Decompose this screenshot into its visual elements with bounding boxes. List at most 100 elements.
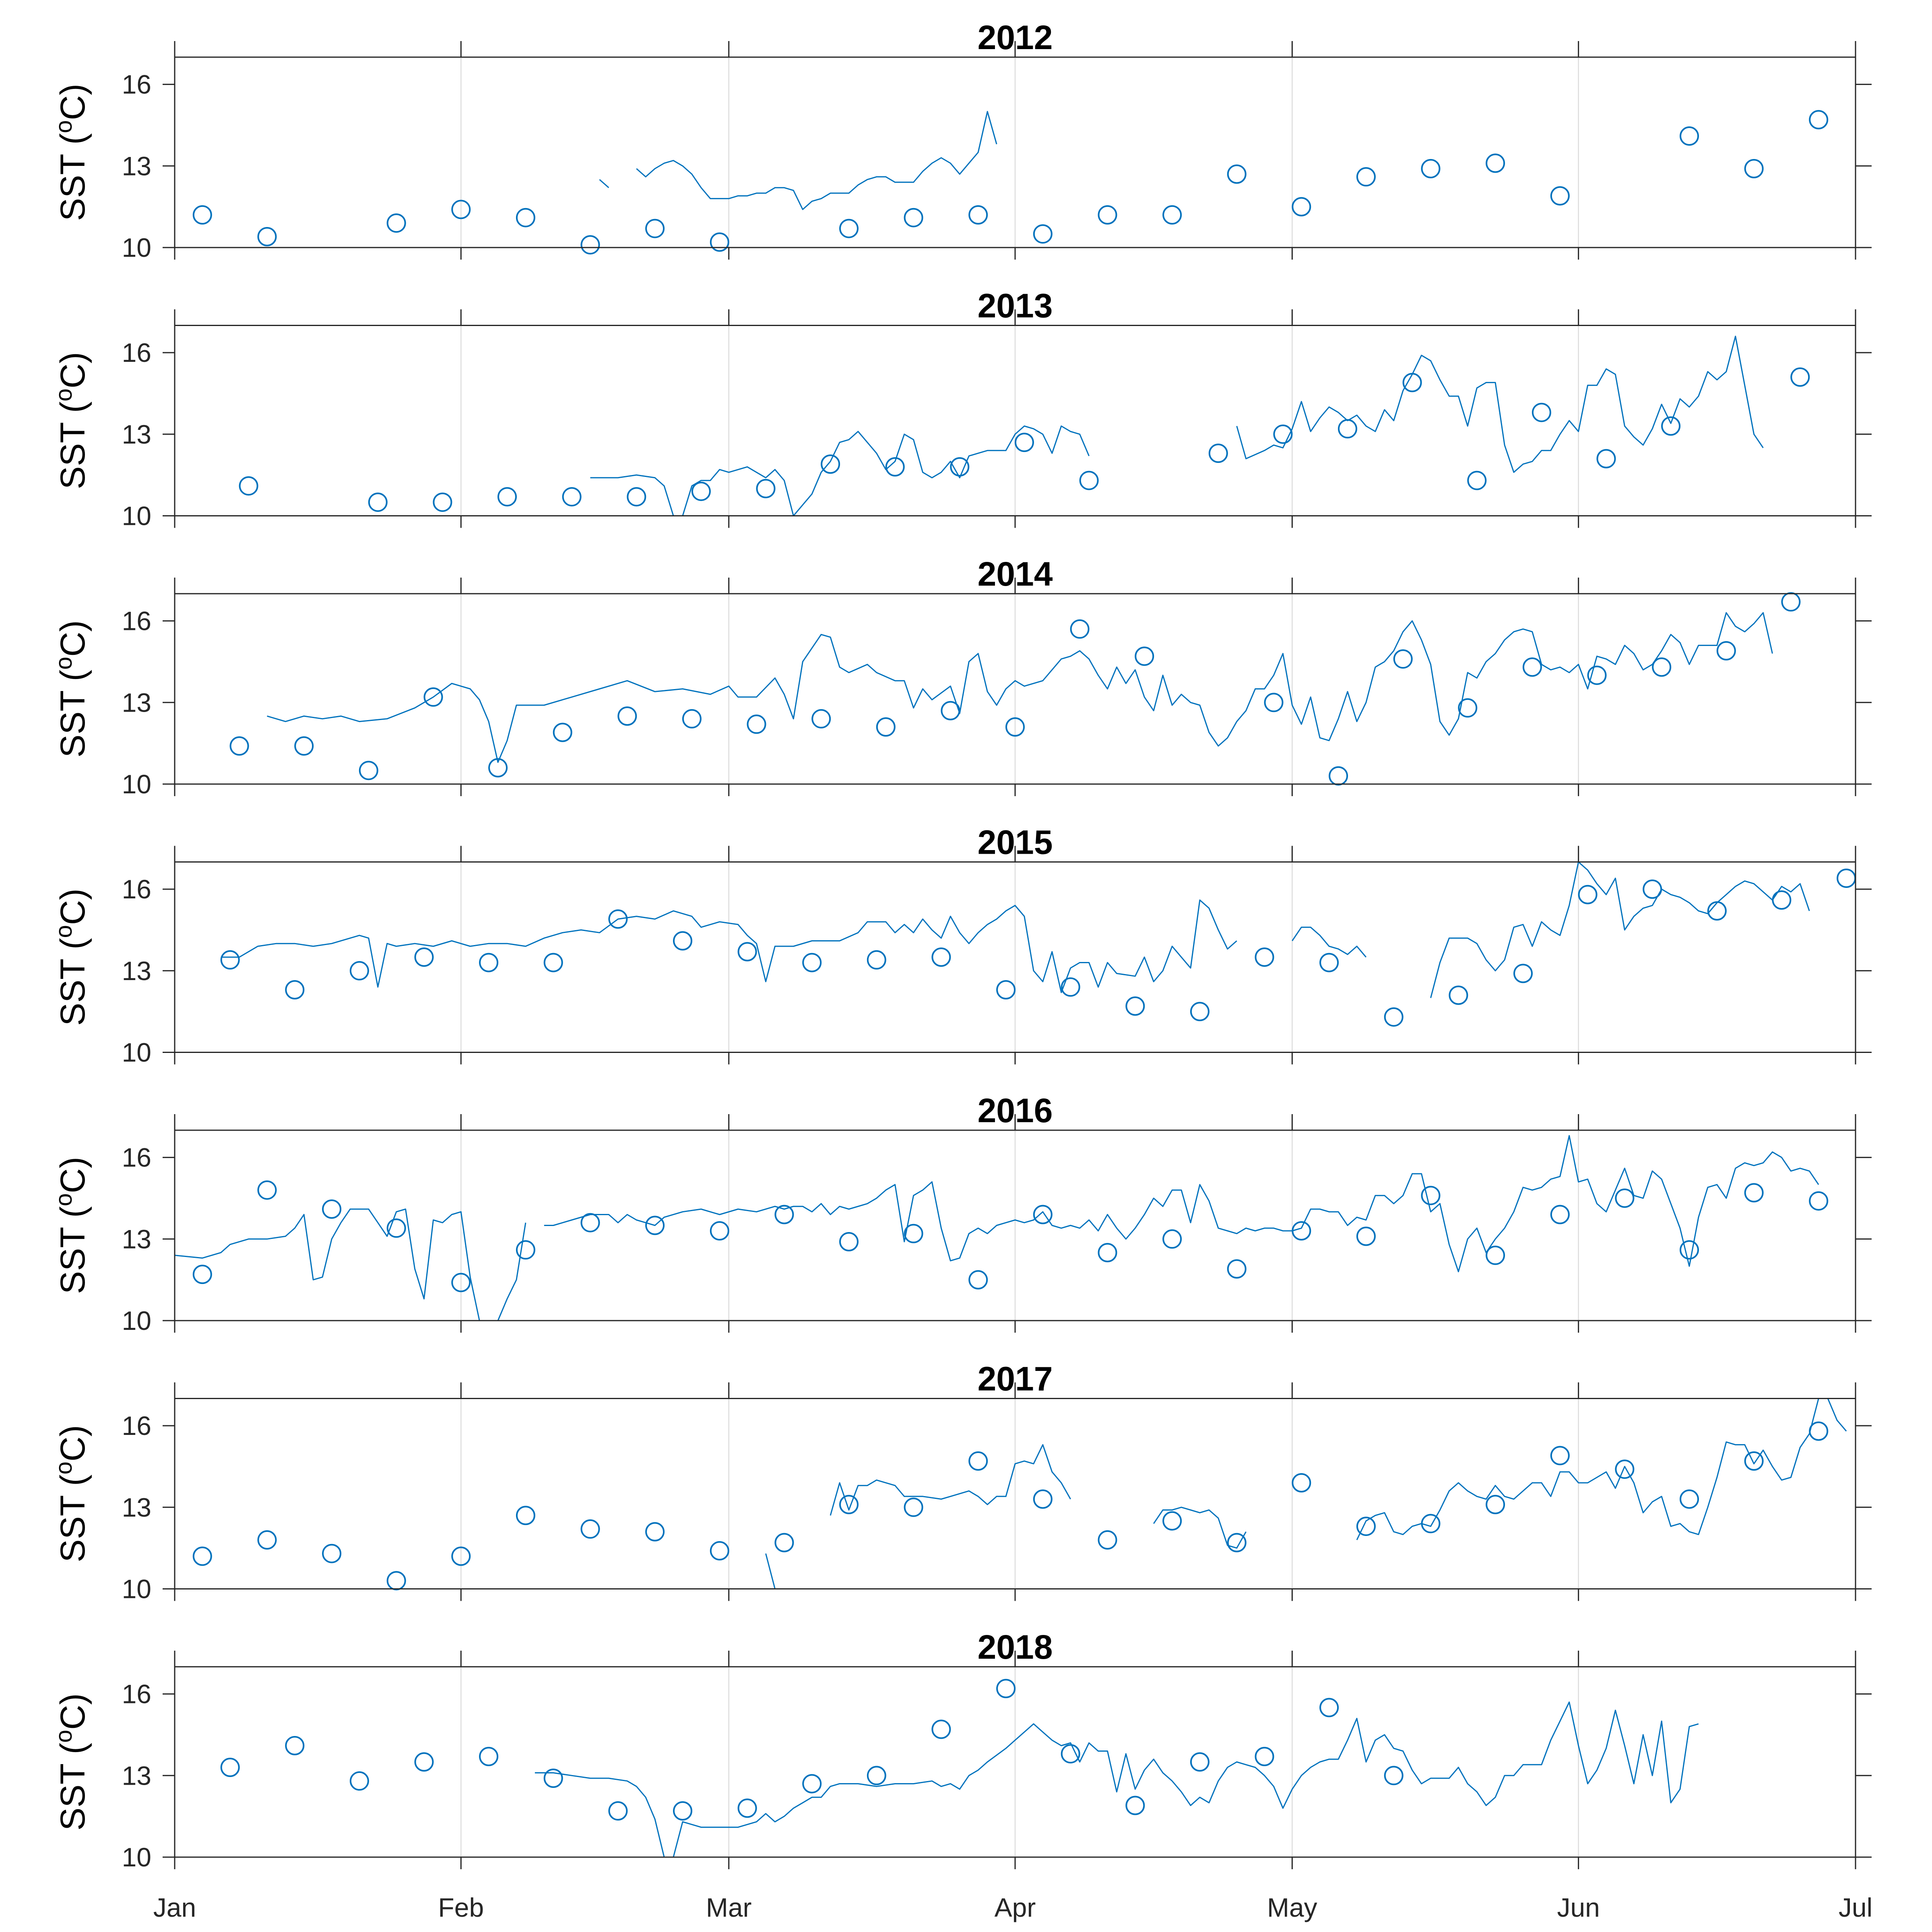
observation-marker bbox=[1319, 1698, 1339, 1717]
observation-marker bbox=[386, 1218, 406, 1238]
x-tick-label: Jul bbox=[1839, 1893, 1872, 1922]
observation-marker bbox=[192, 1546, 212, 1566]
data-layer bbox=[267, 612, 1773, 763]
observation-marker bbox=[1421, 159, 1441, 178]
sst-line bbox=[636, 111, 997, 210]
observation-marker bbox=[645, 1216, 665, 1235]
observation-marker bbox=[1522, 657, 1542, 677]
observation-marker bbox=[904, 1224, 923, 1243]
observation-marker bbox=[1643, 879, 1662, 899]
y-axis-label-main: SST ( bbox=[54, 133, 92, 221]
observation-marker bbox=[1273, 424, 1293, 444]
y-tick-label: 16 bbox=[122, 338, 151, 367]
observation-marker bbox=[756, 479, 776, 498]
observation-marker bbox=[433, 492, 452, 512]
observation-marker bbox=[322, 1544, 342, 1563]
y-tick-label: 16 bbox=[122, 606, 151, 636]
observation-marker bbox=[1393, 649, 1413, 669]
x-tick-label: Apr bbox=[995, 1893, 1036, 1922]
observation-marker bbox=[802, 953, 822, 972]
y-tick-label: 10 bbox=[122, 1306, 151, 1335]
observation-marker bbox=[349, 1771, 369, 1791]
observation-marker bbox=[1809, 1421, 1829, 1441]
observation-marker bbox=[1707, 901, 1727, 921]
observation-marker bbox=[710, 1541, 729, 1560]
observation-marker bbox=[1421, 1186, 1441, 1205]
observation-marker bbox=[1190, 1002, 1210, 1022]
y-axis-label: SST (oC) bbox=[51, 1157, 93, 1294]
observation-marker bbox=[1014, 433, 1034, 452]
observation-marker bbox=[1292, 1221, 1311, 1241]
observation-marker bbox=[516, 1240, 535, 1260]
observation-marker bbox=[1615, 1459, 1635, 1479]
panel-title: 2018 bbox=[978, 1628, 1053, 1666]
observation-marker bbox=[414, 947, 434, 967]
x-tick-label: Jun bbox=[1557, 1893, 1600, 1922]
observation-marker bbox=[608, 1801, 628, 1821]
y-axis-label-end: C) bbox=[54, 620, 92, 657]
observation-marker bbox=[1596, 449, 1616, 469]
observation-marker bbox=[1486, 153, 1505, 173]
observation-marker bbox=[1744, 1183, 1764, 1203]
observation-marker bbox=[257, 227, 277, 246]
observation-marker bbox=[359, 761, 378, 780]
y-tick-label: 10 bbox=[122, 769, 151, 799]
y-axis-label-sup: o bbox=[51, 657, 77, 670]
y-tick-label: 16 bbox=[122, 70, 151, 99]
sst-line bbox=[1236, 336, 1764, 473]
observation-marker bbox=[1486, 1495, 1505, 1514]
observation-marker bbox=[737, 1798, 757, 1818]
observation-marker bbox=[691, 481, 711, 501]
observation-marker bbox=[1402, 373, 1422, 392]
y-tick-label: 13 bbox=[122, 1492, 151, 1522]
panel-2016: 10 13 16 2016 SST (oC) bbox=[51, 1092, 1872, 1335]
observation-marker bbox=[1772, 890, 1792, 910]
y-axis-label: SST (oC) bbox=[51, 352, 93, 489]
panel-2013: 10 13 16 2013 SST (oC) bbox=[51, 287, 1872, 531]
y-axis-label-main: SST ( bbox=[54, 938, 92, 1026]
observation-marker bbox=[1356, 1517, 1376, 1536]
observation-marker bbox=[386, 213, 406, 233]
observation-marker bbox=[1292, 1473, 1311, 1492]
observation-marker bbox=[1421, 1514, 1441, 1534]
observation-marker bbox=[1356, 1226, 1376, 1246]
observation-marker bbox=[1550, 1205, 1570, 1224]
observation-marker bbox=[673, 1801, 692, 1821]
y-axis-label: SST (oC) bbox=[51, 620, 93, 758]
observation-marker bbox=[867, 1766, 886, 1785]
y-axis-label-main: SST ( bbox=[54, 670, 92, 758]
observation-marker bbox=[1384, 1766, 1404, 1785]
observation-marker bbox=[1680, 1240, 1699, 1260]
panel-title: 2016 bbox=[978, 1092, 1053, 1129]
observation-marker bbox=[516, 208, 535, 227]
panel-title: 2013 bbox=[978, 287, 1053, 325]
observation-marker bbox=[1661, 416, 1681, 436]
observation-marker bbox=[1587, 665, 1607, 685]
sst-line bbox=[544, 1135, 1819, 1272]
observation-marker bbox=[1550, 1446, 1570, 1466]
y-axis-label-sup: o bbox=[51, 925, 77, 938]
observation-marker bbox=[885, 457, 905, 477]
observation-marker bbox=[497, 487, 517, 507]
observation-marker bbox=[1744, 1451, 1764, 1471]
y-tick-label: 10 bbox=[122, 1842, 151, 1872]
observation-marker bbox=[968, 1270, 988, 1290]
panel-2018: 10 13 16 2018 SST (oC) Jan Feb Mar Apr May Jun Jul bbox=[51, 1628, 1873, 1922]
observation-marker bbox=[580, 1213, 600, 1232]
observation-marker bbox=[322, 1199, 342, 1219]
observation-marker bbox=[1384, 1007, 1404, 1027]
panel-title: 2015 bbox=[978, 824, 1053, 861]
observation-marker bbox=[1098, 1243, 1117, 1263]
data-layer bbox=[765, 1398, 1847, 1589]
y-tick-label: 13 bbox=[122, 687, 151, 717]
observation-marker bbox=[968, 1451, 988, 1471]
observation-marker bbox=[580, 235, 600, 255]
observation-marker bbox=[386, 1571, 406, 1591]
y-axis-label: SST (oC) bbox=[51, 84, 93, 221]
panel-title: 2012 bbox=[978, 19, 1053, 56]
y-axis-label-end: C) bbox=[54, 1157, 92, 1193]
observation-marker bbox=[1162, 205, 1182, 225]
observation-marker bbox=[488, 758, 508, 778]
observation-marker bbox=[1061, 977, 1080, 997]
